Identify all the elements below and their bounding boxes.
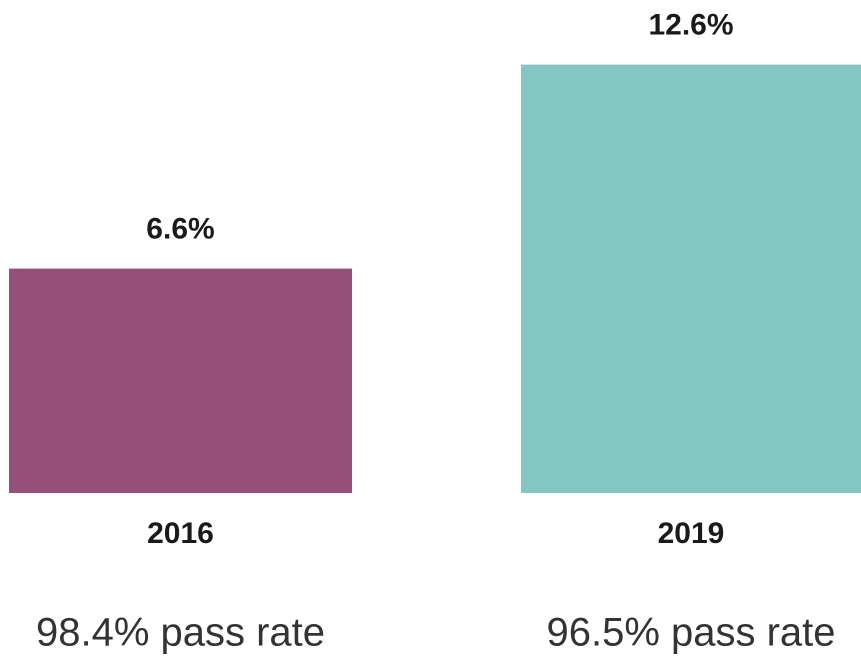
category-label: 2016 <box>147 517 214 550</box>
value-label: 6.6% <box>146 213 214 246</box>
category-label: 2019 <box>658 517 725 550</box>
value-label: 12.6% <box>648 9 733 42</box>
annotation: 96.5% pass rate <box>546 611 835 655</box>
bar <box>9 268 352 493</box>
bar <box>521 64 861 493</box>
annotation: 98.4% pass rate <box>36 611 325 655</box>
